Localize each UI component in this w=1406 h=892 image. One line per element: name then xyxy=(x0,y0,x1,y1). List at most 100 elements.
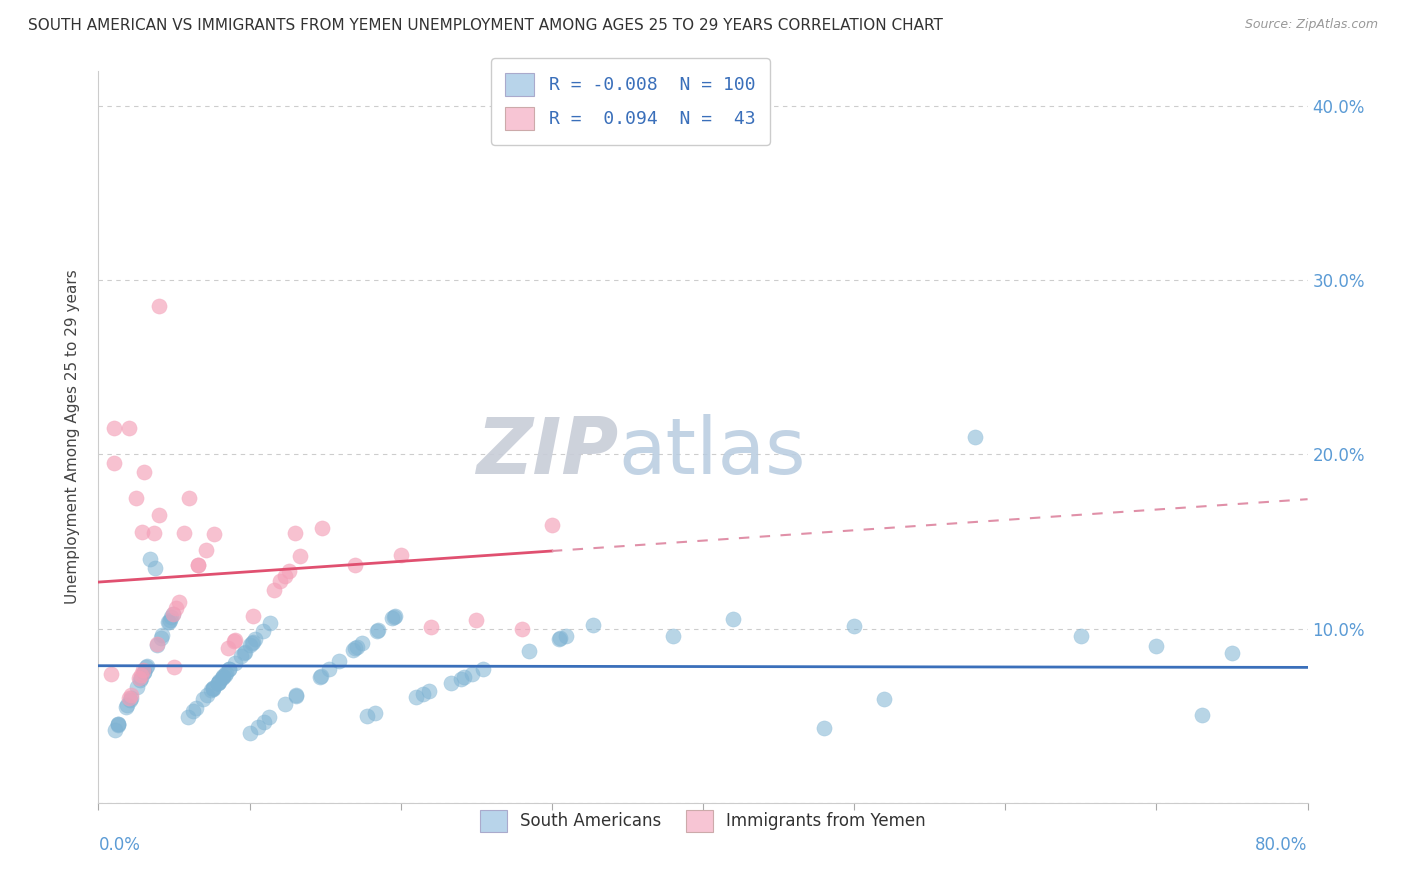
Point xyxy=(382,609,405,624)
Point xyxy=(263,582,285,597)
Point xyxy=(181,704,204,718)
Point xyxy=(465,613,488,627)
Point xyxy=(211,671,233,685)
Point xyxy=(143,560,166,574)
Point xyxy=(125,491,148,505)
Point xyxy=(187,558,209,572)
Text: atlas: atlas xyxy=(619,414,806,490)
Point xyxy=(1191,708,1213,723)
Point xyxy=(554,629,576,643)
Point xyxy=(195,542,218,557)
Point xyxy=(844,619,866,633)
Point xyxy=(222,634,245,648)
Point xyxy=(384,608,406,623)
Point xyxy=(218,662,240,676)
Point xyxy=(107,718,129,732)
Point xyxy=(311,521,333,535)
Point xyxy=(453,670,475,684)
Point xyxy=(184,701,207,715)
Point xyxy=(148,508,170,523)
Text: SOUTH AMERICAN VS IMMIGRANTS FROM YEMEN UNEMPLOYMENT AMONG AGES 25 TO 29 YEARS C: SOUTH AMERICAN VS IMMIGRANTS FROM YEMEN … xyxy=(28,18,943,33)
Point xyxy=(252,714,274,729)
Point xyxy=(211,670,233,684)
Point xyxy=(120,691,142,706)
Point xyxy=(277,564,299,578)
Point xyxy=(193,692,215,706)
Point xyxy=(207,675,229,690)
Point xyxy=(381,611,404,625)
Point xyxy=(1220,646,1243,660)
Point xyxy=(167,595,190,609)
Point xyxy=(405,690,427,704)
Point xyxy=(873,692,896,706)
Point xyxy=(207,675,229,690)
Point xyxy=(224,633,246,648)
Point xyxy=(103,421,125,435)
Point xyxy=(418,684,440,698)
Point xyxy=(367,623,389,637)
Point xyxy=(145,637,167,651)
Point xyxy=(274,698,297,712)
Point xyxy=(439,675,461,690)
Point xyxy=(229,648,252,663)
Point xyxy=(146,638,169,652)
Point xyxy=(157,615,180,630)
Point xyxy=(195,688,218,702)
Point xyxy=(412,687,434,701)
Point xyxy=(965,430,987,444)
Point xyxy=(328,654,350,668)
Point xyxy=(284,525,307,540)
Point xyxy=(242,636,264,650)
Point xyxy=(162,607,184,621)
Point xyxy=(242,634,264,648)
Point xyxy=(517,644,540,658)
Point xyxy=(208,674,231,689)
Point xyxy=(308,670,330,684)
Point xyxy=(813,721,835,735)
Point xyxy=(212,669,235,683)
Point xyxy=(125,680,148,694)
Point xyxy=(104,723,127,738)
Point xyxy=(129,667,152,681)
Y-axis label: Unemployment Among Ages 25 to 29 years: Unemployment Among Ages 25 to 29 years xyxy=(65,269,80,605)
Point xyxy=(132,663,155,677)
Point xyxy=(661,629,683,643)
Point xyxy=(364,706,387,720)
Point xyxy=(129,671,152,685)
Point xyxy=(139,552,162,566)
Point xyxy=(246,720,269,734)
Legend: South Americans, Immigrants from Yemen: South Americans, Immigrants from Yemen xyxy=(474,804,932,838)
Point xyxy=(723,612,745,626)
Point xyxy=(128,671,150,685)
Point xyxy=(118,690,141,705)
Point xyxy=(202,681,225,695)
Point xyxy=(233,644,256,658)
Point xyxy=(366,624,388,638)
Point xyxy=(173,525,195,540)
Point xyxy=(202,681,225,695)
Point xyxy=(115,700,138,714)
Point xyxy=(107,717,129,731)
Point xyxy=(143,525,166,540)
Point xyxy=(179,491,201,505)
Point xyxy=(218,662,240,676)
Point xyxy=(159,613,181,627)
Point xyxy=(107,716,129,731)
Point xyxy=(131,524,153,539)
Point xyxy=(550,632,572,646)
Text: Source: ZipAtlas.com: Source: ZipAtlas.com xyxy=(1244,18,1378,31)
Point xyxy=(132,665,155,679)
Point xyxy=(118,693,141,707)
Point xyxy=(582,618,605,632)
Point xyxy=(472,663,495,677)
Point xyxy=(148,300,170,314)
Point xyxy=(117,698,139,712)
Point xyxy=(214,668,236,682)
Point xyxy=(273,569,295,583)
Point xyxy=(120,688,142,702)
Point xyxy=(450,672,472,686)
Point xyxy=(165,600,187,615)
Point xyxy=(242,609,264,624)
Point xyxy=(135,660,157,674)
Point xyxy=(356,709,378,723)
